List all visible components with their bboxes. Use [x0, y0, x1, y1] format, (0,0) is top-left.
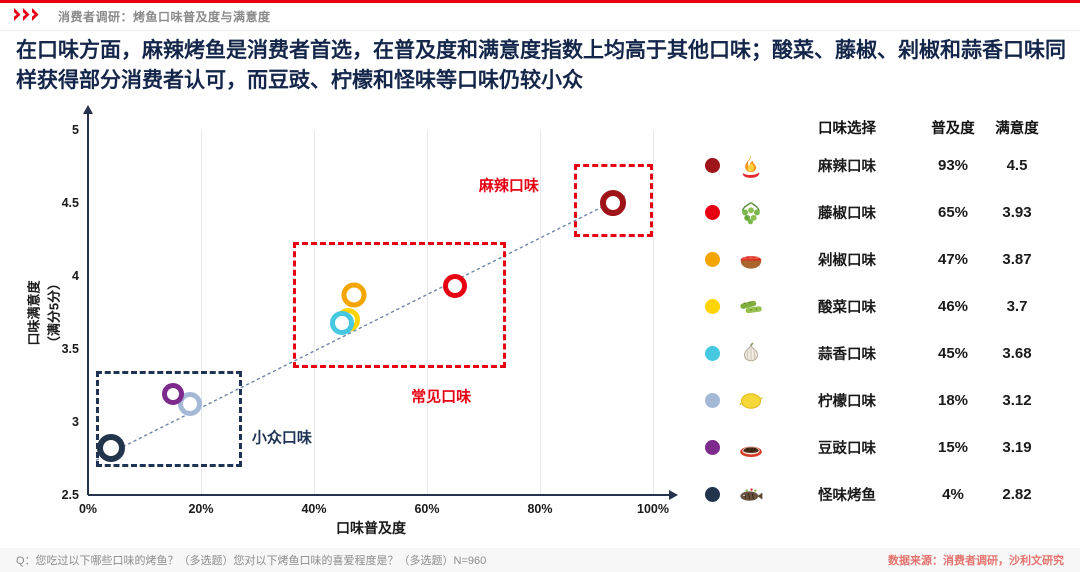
- satisfaction-value: 3.93: [1002, 204, 1032, 221]
- report-title: 消费者调研：烤鱼口味普及度与满意度: [58, 10, 271, 24]
- garlic-icon: [729, 341, 773, 367]
- flavor-color-dot: [704, 299, 720, 314]
- flavor-name: 剁椒口味: [818, 253, 876, 269]
- group-label-xiaozhong: 小众口味: [251, 429, 312, 447]
- table-row: 麻辣口味 93% 4.5: [695, 142, 1055, 189]
- group-label-changjian: 常见口味: [411, 388, 472, 406]
- gridline: [314, 130, 315, 495]
- popularity-value: 93%: [937, 157, 969, 174]
- headline: 在口味方面，麻辣烤鱼是消费者首选，在普及度和满意度指数上均高于其他口味；酸菜、藤…: [16, 39, 1066, 92]
- satisfaction-value: 4.5: [1006, 157, 1028, 174]
- flavor-table-header: 口味选择 普及度 满意度: [695, 112, 1055, 142]
- satisfaction-value: 3.12: [1002, 392, 1032, 409]
- x-tick-label: 20%: [188, 502, 214, 516]
- survey-question-note: Q：您吃过以下哪些口味的烤鱼？（多选题）您对以下烤鱼口味的喜爱程度是？（多选题）…: [16, 555, 487, 567]
- popularity-value: 45%: [937, 345, 969, 362]
- group-box-xiaozhong: [95, 370, 243, 468]
- x-axis-line: [88, 494, 669, 496]
- satisfaction-value: 2.82: [1002, 486, 1032, 503]
- flavor-color-dot: [704, 346, 720, 361]
- gridline: [201, 130, 202, 495]
- popularity-value: 18%: [937, 392, 969, 409]
- x-tick-label: 0%: [78, 502, 98, 516]
- popularity-value: 65%: [937, 204, 969, 221]
- flavor-name: 柠檬口味: [818, 394, 876, 410]
- green-peppercorn-icon: [729, 200, 773, 226]
- x-tick-label: 40%: [301, 502, 327, 516]
- flame-chili-icon: [729, 153, 773, 179]
- grilled-fish-icon: [729, 482, 773, 508]
- popularity-value: 4%: [942, 486, 964, 503]
- x-axis-label: 口味普及度: [336, 520, 406, 536]
- table-row: 酸菜口味 46% 3.7: [695, 283, 1055, 330]
- popularity-value: 47%: [937, 251, 969, 268]
- table-row: 豆豉口味 15% 3.19: [695, 424, 1055, 471]
- flavor-color-dot: [704, 252, 720, 267]
- top-accent-bar: [0, 0, 1080, 3]
- gridline: [427, 130, 428, 495]
- table-row: 蒜香口味 45% 3.68: [695, 330, 1055, 377]
- satisfaction-value: 3.7: [1006, 298, 1028, 315]
- black-bean-dish-icon: [729, 435, 773, 461]
- col-satisfaction-header: 满意度: [995, 120, 1039, 137]
- table-row: 剁椒口味 47% 3.87: [695, 236, 1055, 283]
- plot-area: 0% 20% 40% 60% 80% 100% 5 4.5 4 3.5 3 2.5 麻辣口味常见口味小众…: [62, 105, 678, 516]
- table-row: 藤椒口味 65% 3.93: [695, 189, 1055, 236]
- y-tick-label: 3.5: [61, 342, 79, 356]
- y-tick-label: 4: [72, 269, 79, 283]
- y-axis-label: 口味满意度 （满分5分）: [26, 276, 62, 350]
- table-row: 柠檬口味 18% 3.12: [695, 377, 1055, 424]
- flavor-name: 麻辣口味: [818, 159, 876, 175]
- gridline: [653, 130, 654, 495]
- scatter-point: [341, 282, 367, 308]
- flavor-color-dot: [704, 205, 720, 220]
- group-label-mala: 麻辣口味: [478, 177, 539, 195]
- y-tick-label: 2.5: [61, 488, 79, 502]
- scatter-point: [330, 310, 355, 335]
- satisfaction-value: 3.87: [1002, 251, 1032, 268]
- pickled-vegetable-icon: [729, 294, 773, 320]
- scatter-point: [443, 274, 468, 299]
- col-flavor-header: 口味选择: [818, 120, 876, 137]
- x-tick-label: 100%: [637, 502, 669, 516]
- y-tick-label: 3: [72, 415, 79, 429]
- y-tick-label: 5: [72, 123, 79, 137]
- table-row: 怪味烤鱼 4% 2.82: [695, 471, 1055, 518]
- flavor-name: 怪味烤鱼: [818, 488, 876, 504]
- scatter-point: [161, 383, 184, 406]
- flavor-name: 酸菜口味: [818, 300, 876, 316]
- flavor-name: 藤椒口味: [818, 206, 876, 222]
- scatter-point: [96, 434, 125, 463]
- x-tick-label: 60%: [414, 502, 440, 516]
- data-source-note: 数据来源：消费者调研，沙利文研究: [888, 555, 1064, 567]
- col-popularity-header: 普及度: [931, 120, 975, 137]
- lemon-icon: [729, 388, 773, 414]
- x-tick-label: 80%: [527, 502, 553, 516]
- satisfaction-value: 3.68: [1002, 345, 1032, 362]
- chopped-chili-icon: [729, 247, 773, 273]
- flavor-color-dot: [704, 440, 720, 455]
- y-axis-arrow: [83, 105, 93, 114]
- group-box-mala: [573, 163, 653, 237]
- flavor-color-dot: [704, 393, 720, 408]
- flavor-table: 口味选择 普及度 满意度 麻辣口味 93% 4.5: [695, 112, 1055, 518]
- y-axis-line: [87, 114, 89, 495]
- triple-arrow-icon: [14, 7, 48, 26]
- flavor-color-dot: [704, 158, 720, 173]
- group-box-changjian: [292, 242, 506, 368]
- flavor-color-dot: [704, 487, 720, 502]
- scatter-point: [600, 190, 627, 216]
- scatter-chart: 口味满意度 （满分5分） 0% 20% 40% 60% 80% 100% 5 4.5 4 3.5 3…: [8, 105, 680, 538]
- page-header: 消费者调研：烤鱼口味普及度与满意度: [0, 3, 1080, 31]
- gridline: [540, 130, 541, 495]
- satisfaction-value: 3.19: [1002, 439, 1032, 456]
- flavor-name: 蒜香口味: [818, 347, 876, 363]
- x-axis-arrow: [669, 490, 678, 500]
- popularity-value: 15%: [937, 439, 969, 456]
- page-footer: Q：您吃过以下哪些口味的烤鱼？（多选题）您对以下烤鱼口味的喜爱程度是？（多选题）…: [0, 548, 1080, 572]
- popularity-value: 46%: [937, 298, 969, 315]
- y-tick-label: 4.5: [61, 196, 79, 210]
- flavor-name: 豆豉口味: [818, 441, 876, 457]
